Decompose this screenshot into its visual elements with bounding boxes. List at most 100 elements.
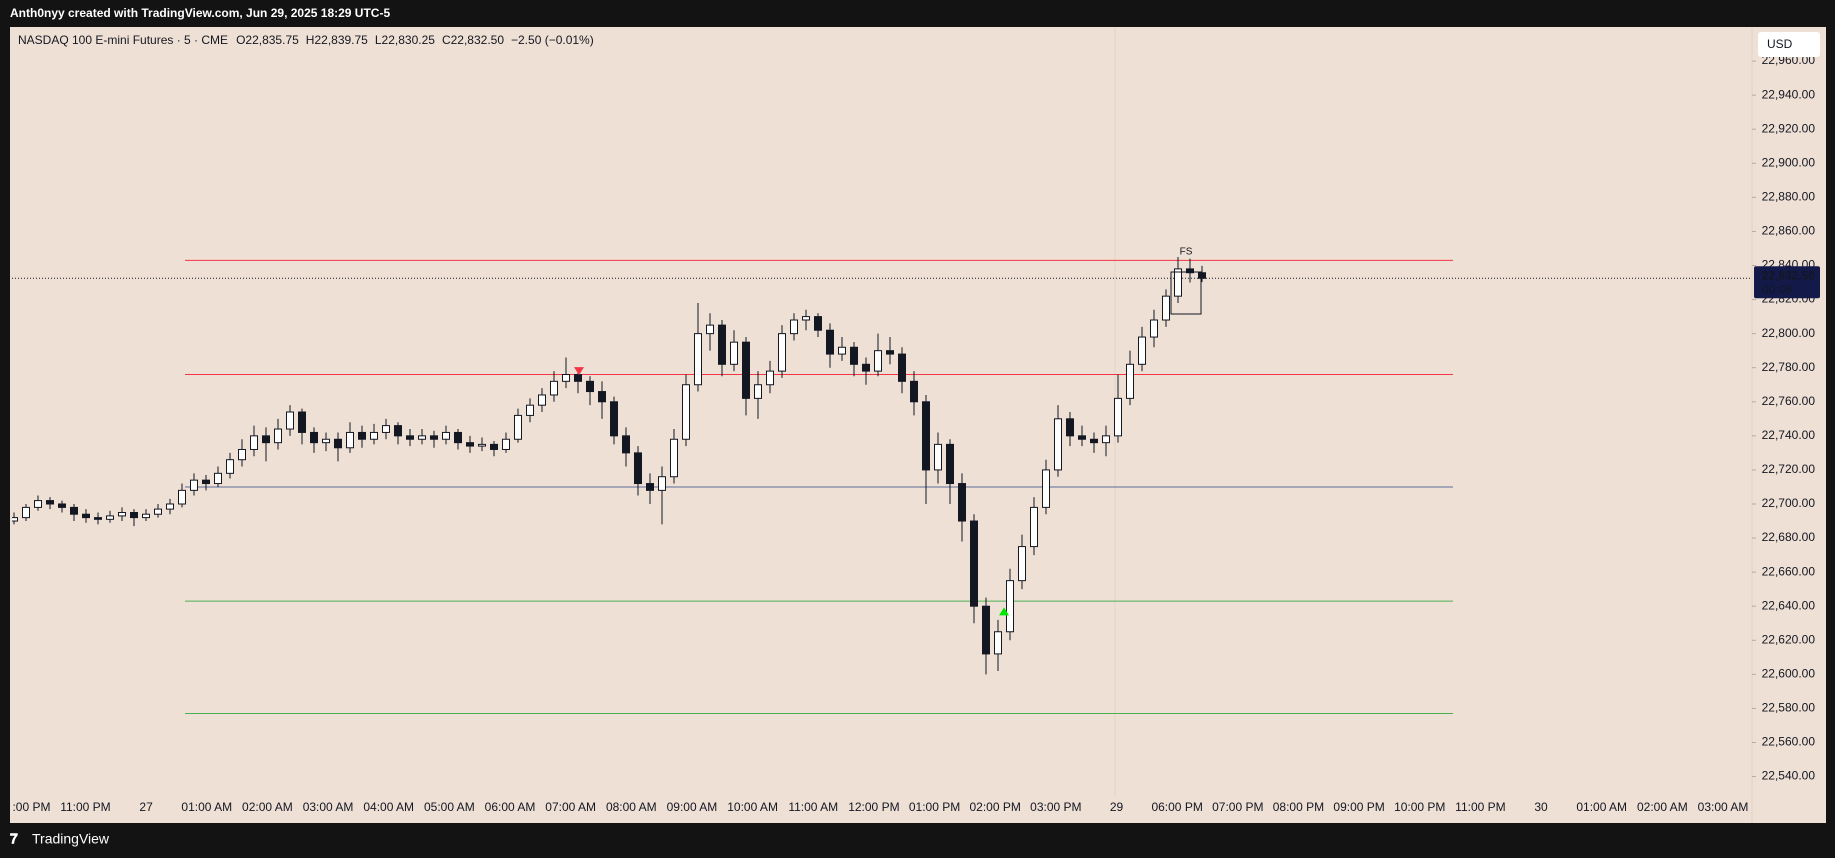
candle-body <box>682 384 690 440</box>
candle-body <box>778 333 786 372</box>
x-tick-label: 06:00 AM <box>485 800 536 814</box>
x-tick-label: 30 <box>1534 800 1548 814</box>
candle-body <box>754 384 762 399</box>
currency-label[interactable]: USD <box>1767 37 1793 51</box>
candle-body <box>1198 272 1206 279</box>
candle-body <box>970 520 978 607</box>
candle-body <box>526 404 534 416</box>
candle-body <box>826 329 834 355</box>
y-tick-label: 22,560.00 <box>1762 735 1816 749</box>
candle-body <box>310 431 318 444</box>
candle-body <box>370 431 378 440</box>
candle-body <box>562 374 570 382</box>
last-price-label: 22,832.50 <box>1762 268 1816 282</box>
x-tick-label: 04:00 AM <box>363 800 414 814</box>
x-tick-label: 09:00 PM <box>1333 800 1384 814</box>
x-tick-label: 03:00 AM <box>303 800 354 814</box>
x-tick-label: 11:00 PM <box>60 800 110 814</box>
candle-body <box>334 438 342 449</box>
candle-body <box>478 443 486 447</box>
candle-body <box>814 316 822 331</box>
candle-body <box>862 363 870 372</box>
candle-body <box>1078 435 1086 440</box>
candle-body <box>12 517 18 522</box>
x-tick-label: 07:00 PM <box>1212 800 1263 814</box>
y-tick-label: 22,680.00 <box>1762 530 1816 544</box>
candle-body <box>190 479 198 491</box>
candle-body <box>454 431 462 444</box>
candle-body <box>742 341 750 399</box>
x-tick-label: 09:00 AM <box>667 800 718 814</box>
candle-body <box>94 517 102 520</box>
y-tick-label: 22,660.00 <box>1762 564 1816 578</box>
candle-body <box>958 483 966 522</box>
y-tick-label: 22,540.00 <box>1762 769 1816 783</box>
y-tick-label: 22,920.00 <box>1762 121 1816 135</box>
candle-body <box>1162 295 1170 321</box>
candle-body <box>634 452 642 485</box>
candle-body <box>1054 418 1062 471</box>
candle-body <box>934 443 942 471</box>
x-tick-label: 27 <box>139 800 153 814</box>
candle-body <box>1042 469 1050 508</box>
candle-body <box>622 435 630 454</box>
candle-body <box>850 346 858 365</box>
legend-value: 22,839.75 <box>314 33 368 47</box>
candle-body <box>910 380 918 403</box>
symbol: NASDAQ 100 E-mini Futures · 5 · CME <box>18 33 228 47</box>
x-tick-label: 03:00 AM <box>1698 800 1749 814</box>
candle-body <box>730 341 738 365</box>
candle-body <box>34 500 42 508</box>
x-tick-label: 10:00 PM <box>0 800 50 814</box>
candle-body <box>946 443 954 485</box>
last-price-box <box>1754 266 1820 299</box>
candle-body <box>466 442 474 447</box>
x-tick-label: 02:00 AM <box>242 800 293 814</box>
candle-body <box>898 353 906 382</box>
candle-body <box>874 350 882 372</box>
y-tick-label: 22,880.00 <box>1762 190 1816 204</box>
candle-body <box>1066 418 1074 437</box>
legend-value: 22,830.25 <box>382 33 436 47</box>
candle-body <box>70 506 78 515</box>
footer: 𝟕 TradingView <box>10 831 110 847</box>
y-tick-label: 22,860.00 <box>1762 224 1816 238</box>
candle-body <box>262 435 270 444</box>
candle-body <box>286 411 294 430</box>
candle-body <box>1006 580 1014 633</box>
x-tick-label: 10:00 PM <box>1394 800 1445 814</box>
legend-key: C <box>442 33 451 47</box>
signal-marker <box>999 607 1009 616</box>
y-tick-label: 22,760.00 <box>1762 394 1816 408</box>
candle-body <box>118 512 126 517</box>
candle-body <box>922 401 930 471</box>
currency-button[interactable] <box>1758 32 1820 57</box>
candle-body <box>670 438 678 478</box>
candle-body <box>574 374 582 382</box>
header-text: Anth0nyy created with TradingView.com, J… <box>10 6 390 20</box>
plot: FS <box>12 247 1752 715</box>
candle-body <box>250 435 258 450</box>
candle-body <box>1174 268 1182 297</box>
x-tick-label: 06:00 PM <box>1151 800 1202 814</box>
x-tick-label: 10:00 AM <box>727 800 778 814</box>
x-tick-label: 08:00 PM <box>1273 800 1324 814</box>
candle-body <box>178 489 186 505</box>
legend-value: 22,832.50 <box>451 33 505 47</box>
footer-logo: 𝟕 <box>10 831 18 847</box>
x-tick-label: 02:00 AM <box>1637 800 1688 814</box>
y-tick-label: 22,740.00 <box>1762 428 1816 442</box>
candle-body <box>238 448 246 461</box>
candle-body <box>1102 435 1110 444</box>
y-tick-label: 22,580.00 <box>1762 701 1816 715</box>
candle-body <box>538 394 546 406</box>
time-axis: 10:00 PM 11:00 PM 27 01:00 AM 02:00 AM 03:00 … <box>0 800 1749 814</box>
y-tick-label: 22,700.00 <box>1762 496 1816 510</box>
x-tick-label: 01:00 PM <box>909 800 960 814</box>
candle-body <box>430 435 438 440</box>
candle-body <box>166 503 174 510</box>
x-tick-label: 08:00 AM <box>606 800 657 814</box>
y-tick-label: 22,640.00 <box>1762 598 1816 612</box>
candle-body <box>142 513 150 519</box>
